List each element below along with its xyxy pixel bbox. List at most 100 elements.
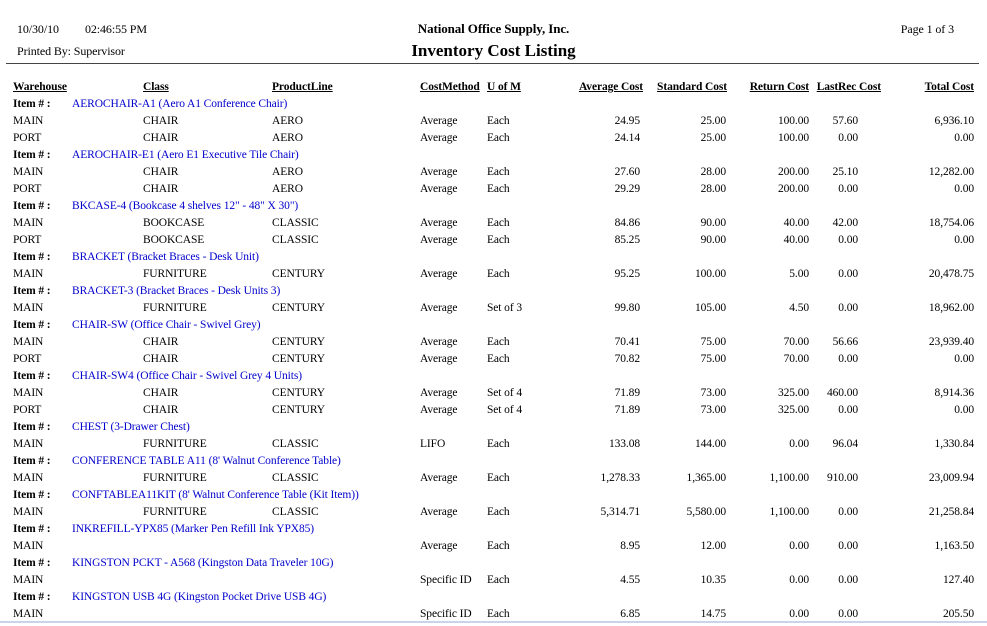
cell-class: CHAIR	[143, 387, 179, 399]
table-row: PORT BOOKCASE CLASSIC Average Each 85.25…	[0, 232, 987, 249]
cell-costmethod: Average	[420, 540, 458, 552]
cell-class: FURNITURE	[143, 302, 207, 314]
cell-total-cost: 1,163.50	[934, 540, 975, 552]
cell-return-cost: 5.00	[789, 268, 809, 280]
cell-warehouse: MAIN	[13, 302, 44, 314]
cell-costmethod: Specific ID	[420, 608, 472, 620]
item-number-label: Item # :	[13, 319, 51, 331]
item-number-label: Item # :	[13, 489, 51, 501]
cell-total-cost: 21,258.84	[928, 506, 974, 518]
col-productline: ProductLine	[272, 81, 333, 93]
table-row: MAIN Average Each 8.95 12.00 0.00 0.00 1…	[0, 538, 987, 555]
cell-lastrec-cost: 0.00	[838, 404, 858, 416]
cell-productline: CENTURY	[272, 353, 325, 365]
cell-average-cost: 133.08	[608, 438, 640, 450]
cell-return-cost: 1,100.00	[769, 506, 810, 518]
cell-return-cost: 70.00	[783, 336, 809, 348]
item-header-row: Item # : KINGSTON USB 4G (Kingston Pocke…	[0, 589, 987, 606]
print-date: 10/30/10	[17, 22, 59, 36]
cell-lastrec-cost: 0.00	[838, 132, 858, 144]
item-description-link[interactable]: AEROCHAIR-E1 (Aero E1 Executive Tile Cha…	[72, 149, 299, 161]
cell-lastrec-cost: 0.00	[838, 234, 858, 246]
cell-return-cost: 200.00	[777, 166, 809, 178]
cell-standard-cost: 25.00	[700, 132, 726, 144]
cell-average-cost: 71.89	[614, 387, 640, 399]
item-description-link[interactable]: CHAIR-SW (Office Chair - Swivel Grey)	[72, 319, 261, 331]
item-header-row: Item # : CONFTABLEA11KIT (8' Walnut Conf…	[0, 487, 987, 504]
cell-uofm: Each	[487, 234, 510, 246]
cell-productline: AERO	[272, 183, 303, 195]
item-number-label: Item # :	[13, 591, 51, 603]
table-row: MAIN CHAIR CENTURY Average Set of 4 71.8…	[0, 385, 987, 402]
cell-costmethod: Average	[420, 217, 458, 229]
cell-standard-cost: 73.00	[700, 387, 726, 399]
cell-productline: CENTURY	[272, 302, 325, 314]
print-time: 02:46:55 PM	[85, 22, 147, 36]
cell-uofm: Set of 4	[487, 387, 522, 399]
cell-lastrec-cost: 910.00	[826, 472, 858, 484]
table-row: MAIN FURNITURE CLASSIC Average Each 5,31…	[0, 504, 987, 521]
item-header-row: Item # : KINGSTON PCKT - A568 (Kingston …	[0, 555, 987, 572]
cell-lastrec-cost: 0.00	[838, 574, 858, 586]
cell-uofm: Each	[487, 353, 510, 365]
cell-standard-cost: 100.00	[694, 268, 726, 280]
cell-warehouse: MAIN	[13, 336, 44, 348]
cell-class: BOOKCASE	[143, 217, 205, 229]
item-description-link[interactable]: CONFTABLEA11KIT (8' Walnut Conference Ta…	[72, 489, 359, 501]
item-number-label: Item # :	[13, 285, 51, 297]
cell-costmethod: Average	[420, 234, 458, 246]
item-header-row: Item # : CHAIR-SW4 (Office Chair - Swive…	[0, 368, 987, 385]
cell-warehouse: PORT	[13, 404, 42, 416]
cell-uofm: Each	[487, 268, 510, 280]
table-row: MAIN CHAIR AERO Average Each 27.60 28.00…	[0, 164, 987, 181]
cell-return-cost: 325.00	[777, 387, 809, 399]
item-number-label: Item # :	[13, 370, 51, 382]
col-costmethod: CostMethod	[420, 81, 480, 93]
cell-lastrec-cost: 56.66	[832, 336, 858, 348]
table-row: MAIN CHAIR CENTURY Average Each 70.41 75…	[0, 334, 987, 351]
cell-productline: CENTURY	[272, 387, 325, 399]
cell-lastrec-cost: 0.00	[838, 302, 858, 314]
item-description-link[interactable]: CONFERENCE TABLE A11 (8' Walnut Conferen…	[72, 455, 341, 467]
item-description-link[interactable]: AEROCHAIR-A1 (Aero A1 Conference Chair)	[72, 98, 288, 110]
item-description-link[interactable]: BKCASE-4 (Bookcase 4 shelves 12" - 48" X…	[72, 200, 299, 212]
cell-class: FURNITURE	[143, 268, 207, 280]
cell-total-cost: 12,282.00	[928, 166, 974, 178]
item-header-row: Item # : BKCASE-4 (Bookcase 4 shelves 12…	[0, 198, 987, 215]
item-description-link[interactable]: CHAIR-SW4 (Office Chair - Swivel Grey 4 …	[72, 370, 302, 382]
col-warehouse: Warehouse	[13, 81, 67, 93]
cell-lastrec-cost: 0.00	[838, 183, 858, 195]
cell-warehouse: PORT	[13, 132, 42, 144]
cell-lastrec-cost: 0.00	[838, 506, 858, 518]
col-return-cost: Return Cost	[749, 81, 809, 93]
item-description-link[interactable]: KINGSTON USB 4G (Kingston Pocket Drive U…	[72, 591, 327, 603]
cell-standard-cost: 75.00	[700, 336, 726, 348]
cell-average-cost: 5,314.71	[600, 506, 641, 518]
cell-warehouse: MAIN	[13, 540, 44, 552]
cell-productline: AERO	[272, 115, 303, 127]
cell-lastrec-cost: 0.00	[838, 540, 858, 552]
cell-warehouse: MAIN	[13, 115, 44, 127]
cell-productline: CLASSIC	[272, 217, 319, 229]
cell-class: CHAIR	[143, 404, 179, 416]
table-row: MAIN FURNITURE CLASSIC LIFO Each 133.08 …	[0, 436, 987, 453]
cell-total-cost: 0.00	[954, 132, 974, 144]
item-description-link[interactable]: BRACKET-3 (Bracket Braces - Desk Units 3…	[72, 285, 281, 297]
item-header-row: Item # : BRACKET-3 (Bracket Braces - Des…	[0, 283, 987, 300]
item-description-link[interactable]: BRACKET (Bracket Braces - Desk Unit)	[72, 251, 259, 263]
col-class: Class	[143, 81, 169, 93]
table-row: MAIN CHAIR AERO Average Each 24.95 25.00…	[0, 113, 987, 130]
item-description-link[interactable]: KINGSTON PCKT - A568 (Kingston Data Trav…	[72, 557, 334, 569]
col-uofm: U of M	[487, 81, 521, 93]
cell-warehouse: PORT	[13, 234, 42, 246]
cell-standard-cost: 144.00	[694, 438, 726, 450]
cell-standard-cost: 10.35	[700, 574, 726, 586]
item-description-link[interactable]: CHEST (3-Drawer Chest)	[72, 421, 190, 433]
cell-lastrec-cost: 57.60	[832, 115, 858, 127]
item-description-link[interactable]: INKREFILL-YPX85 (Marker Pen Refill Ink Y…	[72, 523, 314, 535]
cell-total-cost: 23,939.40	[928, 336, 974, 348]
cell-average-cost: 85.25	[614, 234, 640, 246]
cell-total-cost: 127.40	[942, 574, 974, 586]
item-header-row: Item # : AEROCHAIR-A1 (Aero A1 Conferenc…	[0, 96, 987, 113]
company-name: National Office Supply, Inc.	[417, 21, 570, 36]
